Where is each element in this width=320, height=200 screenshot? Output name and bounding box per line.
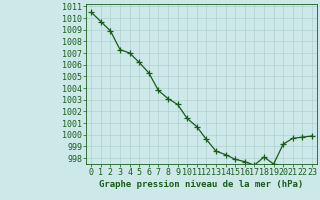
X-axis label: Graphe pression niveau de la mer (hPa): Graphe pression niveau de la mer (hPa): [100, 180, 304, 189]
